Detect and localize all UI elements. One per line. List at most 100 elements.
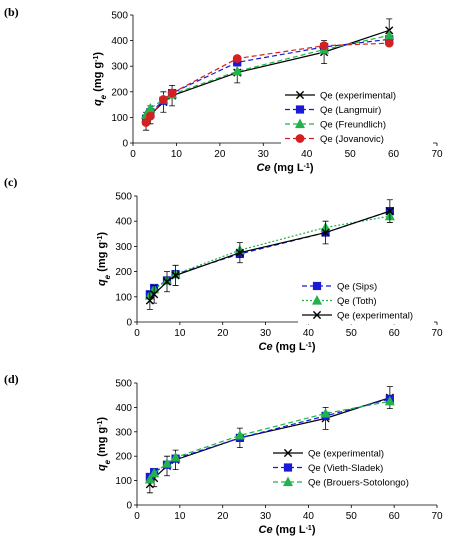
data-point: [161, 458, 173, 468]
data-point: [171, 271, 180, 280]
legend-entry: Qe (Freundlich): [320, 119, 386, 130]
x-tick-label: 0: [130, 149, 136, 160]
legend: Qe (Sips) Qe (Toth) Qe (experimental): [298, 277, 434, 325]
data-point: [384, 30, 395, 40]
data-point: [234, 429, 245, 440]
legend-entry: Qe (experimental): [320, 90, 396, 101]
legend-entry: Qe (experimental): [308, 448, 384, 459]
x-tick-label: 30: [260, 328, 272, 339]
legend-entry: Qe (experimental): [337, 310, 413, 321]
x-tick-label: 60: [388, 149, 400, 160]
x-tick-label: 60: [389, 328, 401, 339]
y-tick-label: 100: [115, 292, 132, 303]
x-tick-label: 40: [303, 511, 315, 522]
x-tick-label: 20: [214, 149, 226, 160]
x-tick-label: 40: [301, 149, 313, 160]
data-point: [149, 467, 160, 478]
legend-marker: [312, 281, 322, 291]
legend-box: [281, 86, 433, 148]
x-tick-label: 70: [431, 511, 443, 522]
y-tick-label: 400: [115, 217, 132, 228]
x-tick-label: 0: [134, 328, 140, 339]
y-tick-label: 200: [111, 87, 128, 98]
data-point: [167, 88, 177, 98]
legend: Qe (experimental) Qe (Langmuir) Qe (Freund…: [281, 86, 433, 148]
legend-marker: [283, 448, 293, 458]
x-tick-label: 10: [171, 149, 183, 160]
x-tick-label: 70: [431, 149, 443, 160]
legend-entry: Qe (Toth): [337, 296, 377, 307]
x-tick-label: 60: [389, 511, 401, 522]
legend-marker: [283, 463, 293, 472]
legend-marker: [295, 134, 305, 143]
y-tick-label: 200: [115, 452, 132, 463]
x-tick-label: 50: [346, 511, 358, 522]
panel-label: (c): [4, 175, 17, 189]
legend-box: [269, 444, 435, 492]
data-point: [384, 38, 394, 48]
y-tick-label: 0: [126, 318, 132, 329]
x-tick-label: 20: [217, 511, 229, 522]
y-tick-label: 300: [115, 427, 132, 438]
legend-entry: Qe (Vieth-Sladek): [308, 463, 383, 474]
panel-2: (d) 0 100 200 300 400 500 0 10 20 30 40 50 60 70 Ce (mg…: [4, 372, 443, 536]
y-axis-label: qe (mg g-1): [92, 52, 108, 106]
legend-entry: Qe (Sips): [337, 281, 377, 292]
x-tick-label: 20: [217, 328, 229, 339]
y-tick-label: 300: [115, 242, 132, 253]
data-point: [145, 111, 155, 121]
data-point: [159, 95, 168, 104]
data-point: [320, 408, 331, 418]
series-qe-jovanovic-: [141, 38, 394, 127]
y-axis-label: qe (mg g-1): [96, 232, 112, 286]
x-tick-label: 50: [345, 149, 357, 160]
y-tick-label: 200: [115, 267, 132, 278]
y-tick-label: 400: [115, 403, 132, 414]
y-tick-label: 500: [111, 11, 128, 22]
y-tick-label: 500: [115, 379, 132, 390]
legend-marker: [295, 105, 305, 114]
panel-0: (b) 0 100 200 300 400 500 0 10 20 30 40 50 60 70 Ce (mg…: [4, 5, 443, 174]
x-tick-label: 40: [303, 328, 315, 339]
x-tick-label: 10: [174, 511, 186, 522]
x-tick-label: 30: [260, 511, 272, 522]
y-tick-label: 500: [115, 192, 132, 203]
data-point: [319, 41, 329, 51]
x-tick-label: 0: [134, 511, 140, 522]
legend-marker: [294, 118, 306, 129]
series-qe-brouers-sotolongo-: [144, 395, 395, 484]
data-point: [232, 54, 242, 63]
legend-entry: Qe (Brouers-Sotolongo): [308, 477, 409, 488]
data-point: [232, 65, 243, 76]
y-tick-label: 100: [115, 476, 132, 487]
y-tick-label: 400: [111, 36, 128, 47]
data-point: [150, 290, 159, 299]
panel-1: (c) 0 100 200 300 400 500 0 10 20 30 40 50 60 70 Ce (mg…: [4, 175, 443, 353]
series-qe-experimental-: [145, 199, 394, 310]
panel-label: (d): [4, 372, 19, 386]
data-point: [385, 207, 394, 216]
legend: Qe (experimental) Qe (Vieth-Sladek) Qe (Br…: [269, 444, 435, 492]
data-point: [145, 296, 154, 305]
x-axis-label: Ce (mg L-1): [259, 524, 316, 536]
legend-marker: [282, 476, 294, 487]
data-point: [162, 277, 172, 286]
legend-entry: Qe (Langmuir): [320, 105, 381, 116]
x-tick-label: 70: [431, 328, 443, 339]
data-point: [384, 395, 395, 406]
data-point: [235, 248, 244, 257]
x-tick-label: 10: [174, 328, 186, 339]
legend-marker: [311, 295, 323, 305]
data-point: [321, 228, 330, 237]
panel-label: (b): [4, 5, 19, 19]
y-axis-label: qe (mg g-1): [96, 417, 112, 471]
y-tick-label: 0: [126, 501, 132, 512]
x-tick-label: 50: [346, 328, 358, 339]
legend-entry: Qe (Jovanovic): [320, 134, 384, 145]
x-tick-label: 30: [258, 149, 270, 160]
y-tick-label: 300: [111, 62, 128, 73]
data-point: [141, 118, 151, 127]
y-tick-label: 100: [111, 113, 128, 124]
legend-marker: [312, 310, 322, 320]
